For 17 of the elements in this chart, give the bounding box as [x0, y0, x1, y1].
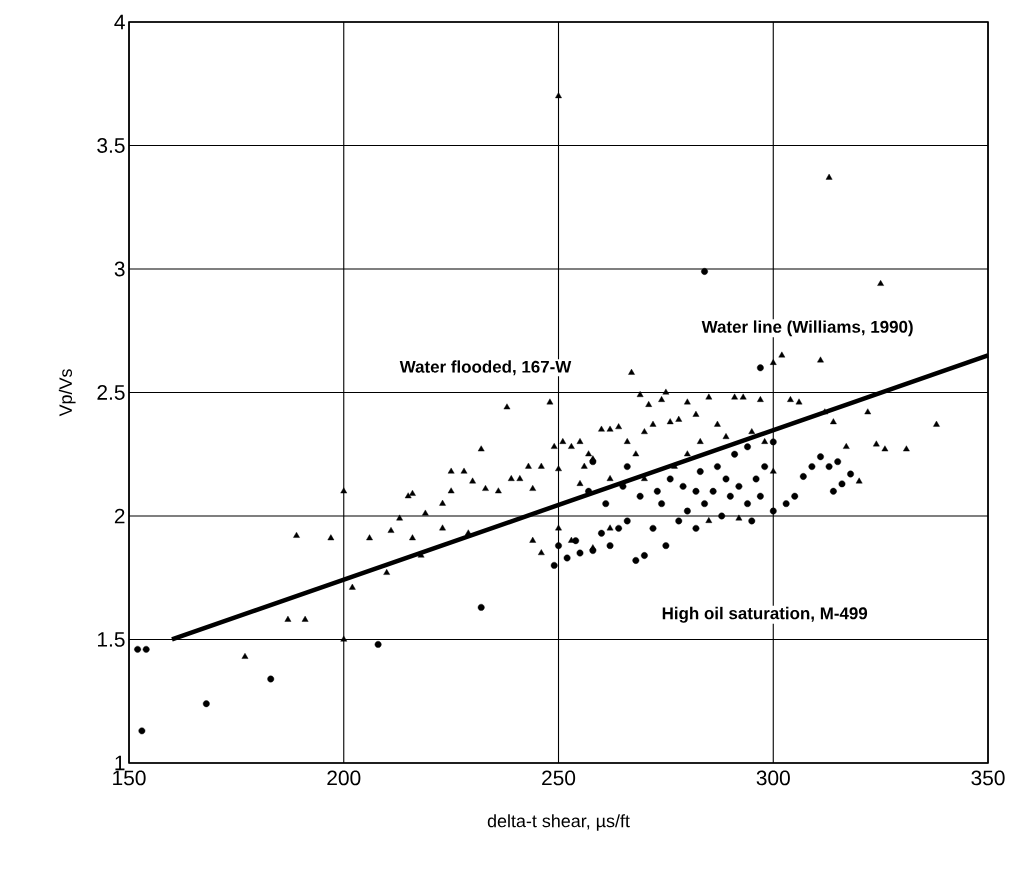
y-tick-label: 2.5: [97, 385, 125, 400]
y-tick-label: 2: [114, 508, 125, 524]
text: Water line (Williams, 1990): [701, 320, 913, 337]
y-tick-label: 3: [114, 261, 125, 277]
series-label: Water flooded, 167-W: [399, 360, 572, 376]
x-axis-title: delta-t shear, µs/ft: [487, 814, 630, 831]
x-tick-label: 350: [971, 770, 1005, 786]
y-tick-label: 1: [115, 755, 125, 771]
y-tick-label: 4: [114, 14, 125, 30]
x-tick-label: 300: [756, 770, 790, 786]
x-tick-label: 150: [113, 770, 146, 786]
y-tick-label: 1.5: [98, 632, 125, 647]
x-tick-label: 250: [542, 770, 576, 786]
y-tick-label: 3.5: [97, 138, 125, 153]
y-axis-title: Vp/Vs: [58, 369, 76, 417]
text: High oil saturation, M-499: [662, 606, 868, 623]
x-tick-label: 200: [327, 770, 361, 786]
